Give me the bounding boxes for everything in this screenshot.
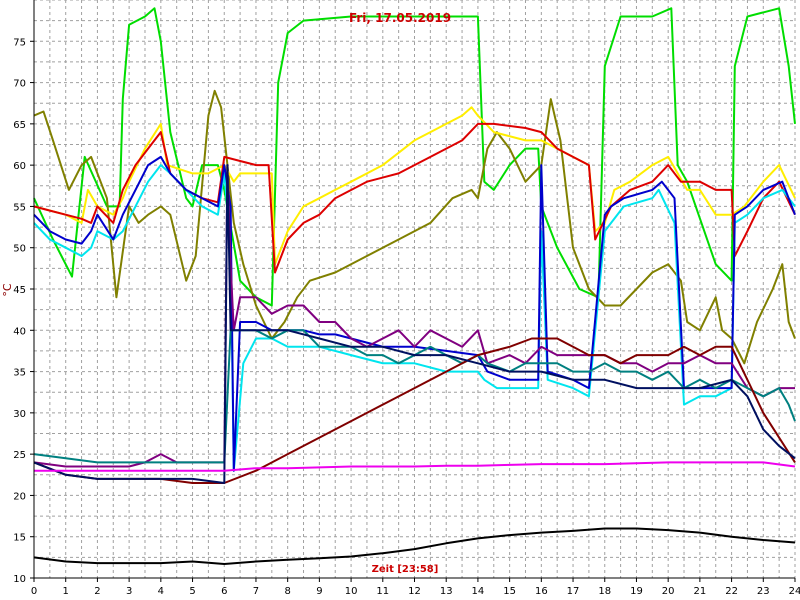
x-tick-label: 17 bbox=[567, 586, 580, 597]
x-tick-label: 5 bbox=[189, 586, 195, 597]
series-line-9 bbox=[33, 337, 796, 484]
y-axis-label: °C bbox=[1, 283, 14, 297]
y-tick-label: 30 bbox=[13, 409, 26, 420]
x-tick-label: 9 bbox=[316, 586, 322, 597]
x-tick-label: 7 bbox=[253, 586, 259, 597]
y-tick-label: 45 bbox=[13, 285, 26, 296]
x-tick-label: 3 bbox=[126, 586, 132, 597]
x-tick-label: 1 bbox=[63, 586, 69, 597]
x-axis-label: Zeit [23:58] bbox=[372, 564, 439, 575]
x-tick-label: 18 bbox=[598, 586, 611, 597]
x-tick-label: 16 bbox=[535, 586, 548, 597]
x-tick-label: 21 bbox=[694, 586, 707, 597]
x-tick-label: 12 bbox=[408, 586, 421, 597]
axes: 0 1 2 3 4 5 6 7 8 9 10 11 12 13 14 15 16 17 18 19 20 21 22 23 24… bbox=[13, 0, 800, 597]
y-tick-label: 20 bbox=[13, 491, 26, 502]
x-tick-label: 13 bbox=[440, 586, 453, 597]
x-tick-label: 10 bbox=[345, 586, 358, 597]
y-tick-label: 40 bbox=[13, 326, 26, 337]
x-tick-label: 4 bbox=[158, 586, 164, 597]
y-tick-label: 55 bbox=[13, 202, 26, 213]
y-tick-label: 50 bbox=[13, 244, 26, 255]
series-line-3 bbox=[33, 106, 796, 266]
series-line-5 bbox=[33, 164, 796, 472]
series-line-4 bbox=[33, 122, 796, 274]
x-tick-label: 22 bbox=[725, 586, 738, 597]
series-line-2 bbox=[33, 89, 796, 365]
series-group bbox=[33, 7, 796, 565]
grid bbox=[33, 0, 796, 579]
x-tick-label: 15 bbox=[503, 586, 516, 597]
y-tick-label: 65 bbox=[13, 120, 26, 131]
series-line-1 bbox=[33, 7, 796, 307]
x-tick-label: 2 bbox=[94, 586, 100, 597]
series-line-12 bbox=[33, 527, 796, 565]
x-tick-label: 24 bbox=[789, 586, 800, 597]
x-tick-label: 11 bbox=[376, 586, 389, 597]
y-tick-label: 25 bbox=[13, 450, 26, 461]
series-line-11 bbox=[34, 461, 796, 472]
y-tick-label: 75 bbox=[13, 37, 26, 48]
x-tick-label: 0 bbox=[31, 586, 37, 597]
x-tick-label: 6 bbox=[221, 586, 227, 597]
y-tick-label: 70 bbox=[13, 79, 26, 90]
x-tick-label: 14 bbox=[472, 586, 485, 597]
x-tick-label: 19 bbox=[630, 586, 643, 597]
x-tick-label: 20 bbox=[662, 586, 675, 597]
chart-title: Fri, 17.05.2019 bbox=[349, 11, 451, 25]
x-tick-label: 8 bbox=[284, 586, 290, 597]
series-line-10 bbox=[33, 164, 796, 484]
x-tick-label: 23 bbox=[757, 586, 770, 597]
y-tick-label: 10 bbox=[13, 574, 26, 585]
y-tick-label: 35 bbox=[13, 368, 26, 379]
y-tick-label: 15 bbox=[13, 533, 26, 544]
y-tick-label: 60 bbox=[13, 161, 26, 172]
